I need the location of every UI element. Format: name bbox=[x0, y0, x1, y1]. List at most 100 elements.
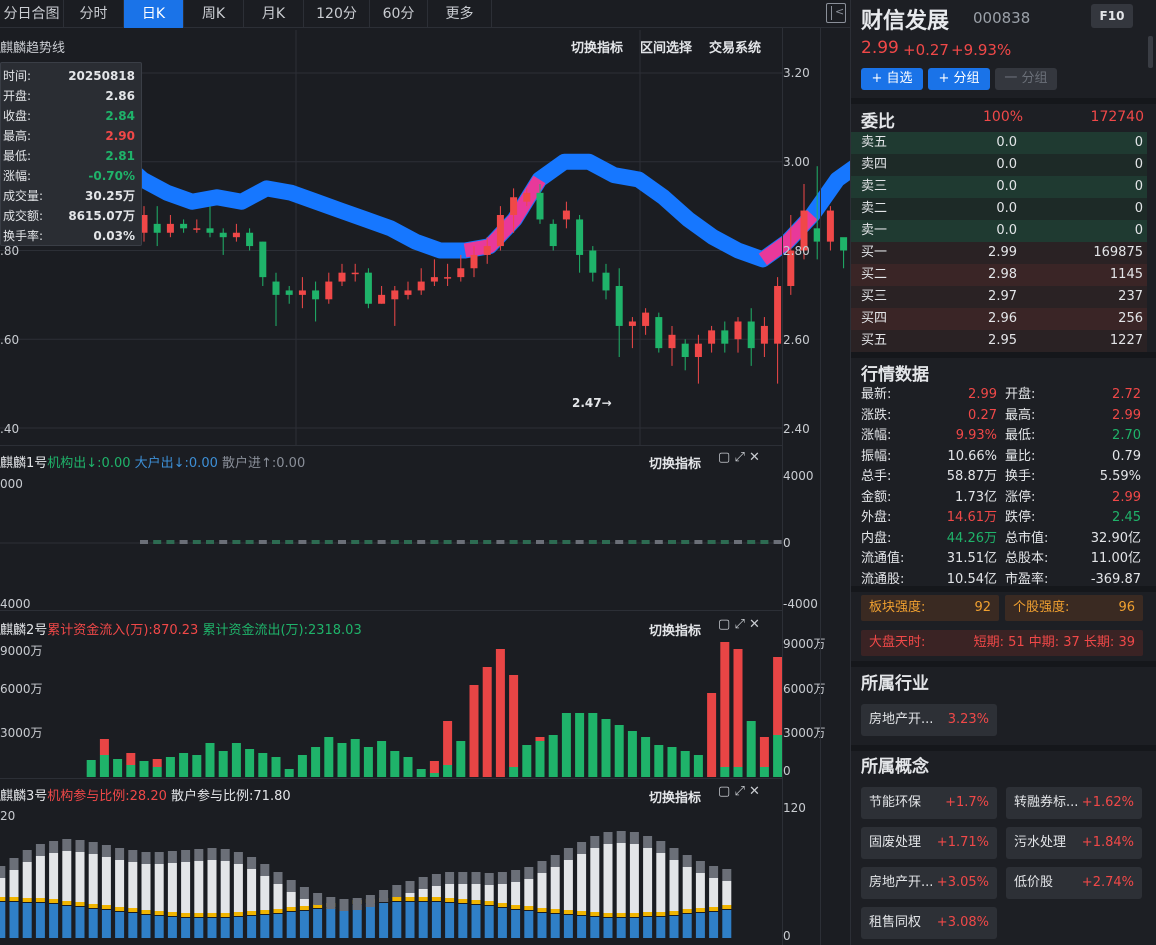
candle-body[interactable] bbox=[615, 286, 623, 326]
candle-body[interactable] bbox=[364, 272, 372, 304]
candle-body[interactable] bbox=[721, 330, 729, 344]
candle-body[interactable] bbox=[562, 210, 570, 220]
f10-button[interactable]: F10 bbox=[1091, 4, 1133, 28]
candle-body[interactable] bbox=[444, 277, 452, 279]
expand-icon[interactable]: ⤢ bbox=[734, 617, 745, 632]
concept-chip[interactable]: 房地产开... +3.05% bbox=[861, 867, 997, 899]
expand-icon[interactable]: ⤢ bbox=[734, 784, 745, 799]
candle-body[interactable] bbox=[760, 325, 768, 344]
candle-body[interactable] bbox=[391, 290, 399, 300]
concept-chip[interactable]: 节能环保 +1.7% bbox=[861, 787, 997, 819]
candle-body[interactable] bbox=[470, 254, 478, 269]
panel3-switch-indicator[interactable]: 切换指标 bbox=[649, 791, 702, 806]
candle-body[interactable] bbox=[800, 210, 808, 251]
concept-chip[interactable]: 固废处理 +1.71% bbox=[861, 827, 997, 859]
buy-level-row[interactable]: 买五 2.95 1227 bbox=[851, 330, 1147, 352]
candle-body[interactable] bbox=[747, 321, 755, 349]
tab-5[interactable]: 120分 bbox=[304, 0, 370, 28]
candle-body[interactable] bbox=[787, 250, 795, 287]
buy-level-row[interactable]: 买一 2.99 169875 bbox=[851, 242, 1147, 264]
candle-body[interactable] bbox=[312, 290, 320, 300]
candle-body[interactable] bbox=[246, 232, 254, 247]
close-icon[interactable]: ✕ bbox=[748, 617, 760, 632]
candle-body[interactable] bbox=[483, 246, 491, 255]
sell-level-row[interactable]: 卖三 0.0 0 bbox=[851, 176, 1147, 198]
candle-body[interactable] bbox=[140, 215, 148, 233]
minimize-icon[interactable]: ▢ bbox=[718, 784, 731, 799]
candle-body[interactable] bbox=[536, 192, 544, 220]
candle-body[interactable] bbox=[549, 223, 557, 247]
candle-body[interactable] bbox=[417, 281, 425, 291]
candle-body[interactable] bbox=[642, 312, 650, 326]
tab-0[interactable]: 分日合图 bbox=[0, 0, 64, 28]
concept-chip[interactable]: 污水处理 +1.84% bbox=[1006, 827, 1142, 859]
industry-chip[interactable]: 房地产开... 3.23% bbox=[861, 704, 997, 736]
candle-body[interactable] bbox=[576, 219, 584, 255]
candle-body[interactable] bbox=[826, 210, 834, 242]
candle-body[interactable] bbox=[180, 223, 188, 229]
panel3-window-icons[interactable]: ▢ ⤢ ✕ bbox=[718, 784, 760, 799]
sell-level-row[interactable]: 卖四 0.0 0 bbox=[851, 154, 1147, 176]
candle-body[interactable] bbox=[259, 241, 267, 278]
candle-body[interactable] bbox=[338, 272, 346, 282]
candle-body[interactable] bbox=[457, 268, 465, 278]
concept-chip[interactable]: 低价股 +2.74% bbox=[1006, 867, 1142, 899]
candle-body[interactable] bbox=[734, 321, 742, 340]
candle-body[interactable] bbox=[272, 281, 280, 295]
range-select-button[interactable]: 区间选择 bbox=[640, 41, 693, 56]
remove-group-button[interactable]: 一 分组 bbox=[995, 68, 1057, 90]
candle-body[interactable] bbox=[285, 290, 293, 295]
candle-body[interactable] bbox=[668, 334, 676, 349]
candle-body[interactable] bbox=[523, 192, 531, 202]
candle-body[interactable] bbox=[708, 330, 716, 344]
collapse-panel-icon[interactable]: < bbox=[826, 3, 846, 23]
candle-body[interactable] bbox=[694, 343, 702, 357]
candle-body[interactable] bbox=[166, 223, 174, 233]
candle-body[interactable] bbox=[232, 232, 240, 238]
candle-body[interactable] bbox=[589, 250, 597, 273]
tab-7[interactable]: 更多 bbox=[428, 0, 492, 28]
candle-body[interactable] bbox=[193, 228, 201, 230]
candle-body[interactable] bbox=[813, 228, 821, 242]
candle-body[interactable] bbox=[655, 317, 663, 349]
tab-3[interactable]: 周K bbox=[184, 0, 244, 28]
tab-1[interactable]: 分时 bbox=[64, 0, 124, 28]
panel2-window-icons[interactable]: ▢ ⤢ ✕ bbox=[718, 617, 760, 632]
minimize-icon[interactable]: ▢ bbox=[718, 450, 731, 465]
candle-body[interactable] bbox=[430, 277, 438, 282]
candle-body[interactable] bbox=[840, 237, 848, 251]
concept-chip[interactable]: 租售同权 +3.08% bbox=[861, 907, 997, 939]
minimize-icon[interactable]: ▢ bbox=[718, 617, 731, 632]
candle-body[interactable] bbox=[404, 290, 412, 295]
close-icon[interactable]: ✕ bbox=[748, 450, 760, 465]
panel2-switch-indicator[interactable]: 切换指标 bbox=[649, 624, 702, 639]
add-watchlist-button[interactable]: + 自选 bbox=[861, 68, 923, 90]
candle-body[interactable] bbox=[681, 343, 689, 357]
candle-body[interactable] bbox=[351, 272, 359, 275]
candle-body[interactable] bbox=[602, 272, 610, 291]
add-group-button[interactable]: + 分组 bbox=[928, 68, 990, 90]
candle-body[interactable] bbox=[774, 286, 782, 344]
candle-body[interactable] bbox=[219, 232, 227, 238]
buy-level-row[interactable]: 买二 2.98 1145 bbox=[851, 264, 1147, 286]
candle-body[interactable] bbox=[378, 294, 386, 304]
trading-system-button[interactable]: 交易系统 bbox=[709, 41, 762, 56]
candle-body[interactable] bbox=[325, 281, 333, 300]
candle-body[interactable] bbox=[628, 321, 636, 326]
panel1-switch-indicator[interactable]: 切换指标 bbox=[649, 457, 702, 472]
concept-chip[interactable]: 转融券标... +1.62% bbox=[1006, 787, 1142, 819]
tab-4[interactable]: 月K bbox=[244, 0, 304, 28]
tab-2[interactable]: 日K bbox=[124, 0, 184, 28]
tab-6[interactable]: 60分 bbox=[370, 0, 428, 28]
sell-level-row[interactable]: 卖五 0.0 0 bbox=[851, 132, 1147, 154]
candle-body[interactable] bbox=[206, 228, 214, 233]
buy-level-row[interactable]: 买四 2.96 256 bbox=[851, 308, 1147, 330]
switch-indicator-button[interactable]: 切换指标 bbox=[571, 41, 624, 56]
expand-icon[interactable]: ⤢ bbox=[734, 450, 745, 465]
candle-body[interactable] bbox=[153, 223, 161, 233]
sell-level-row[interactable]: 卖一 0.0 0 bbox=[851, 220, 1147, 242]
candle-body[interactable] bbox=[298, 290, 306, 295]
candle-body[interactable] bbox=[496, 215, 504, 247]
close-icon[interactable]: ✕ bbox=[748, 784, 760, 799]
candle-body[interactable] bbox=[510, 197, 518, 215]
